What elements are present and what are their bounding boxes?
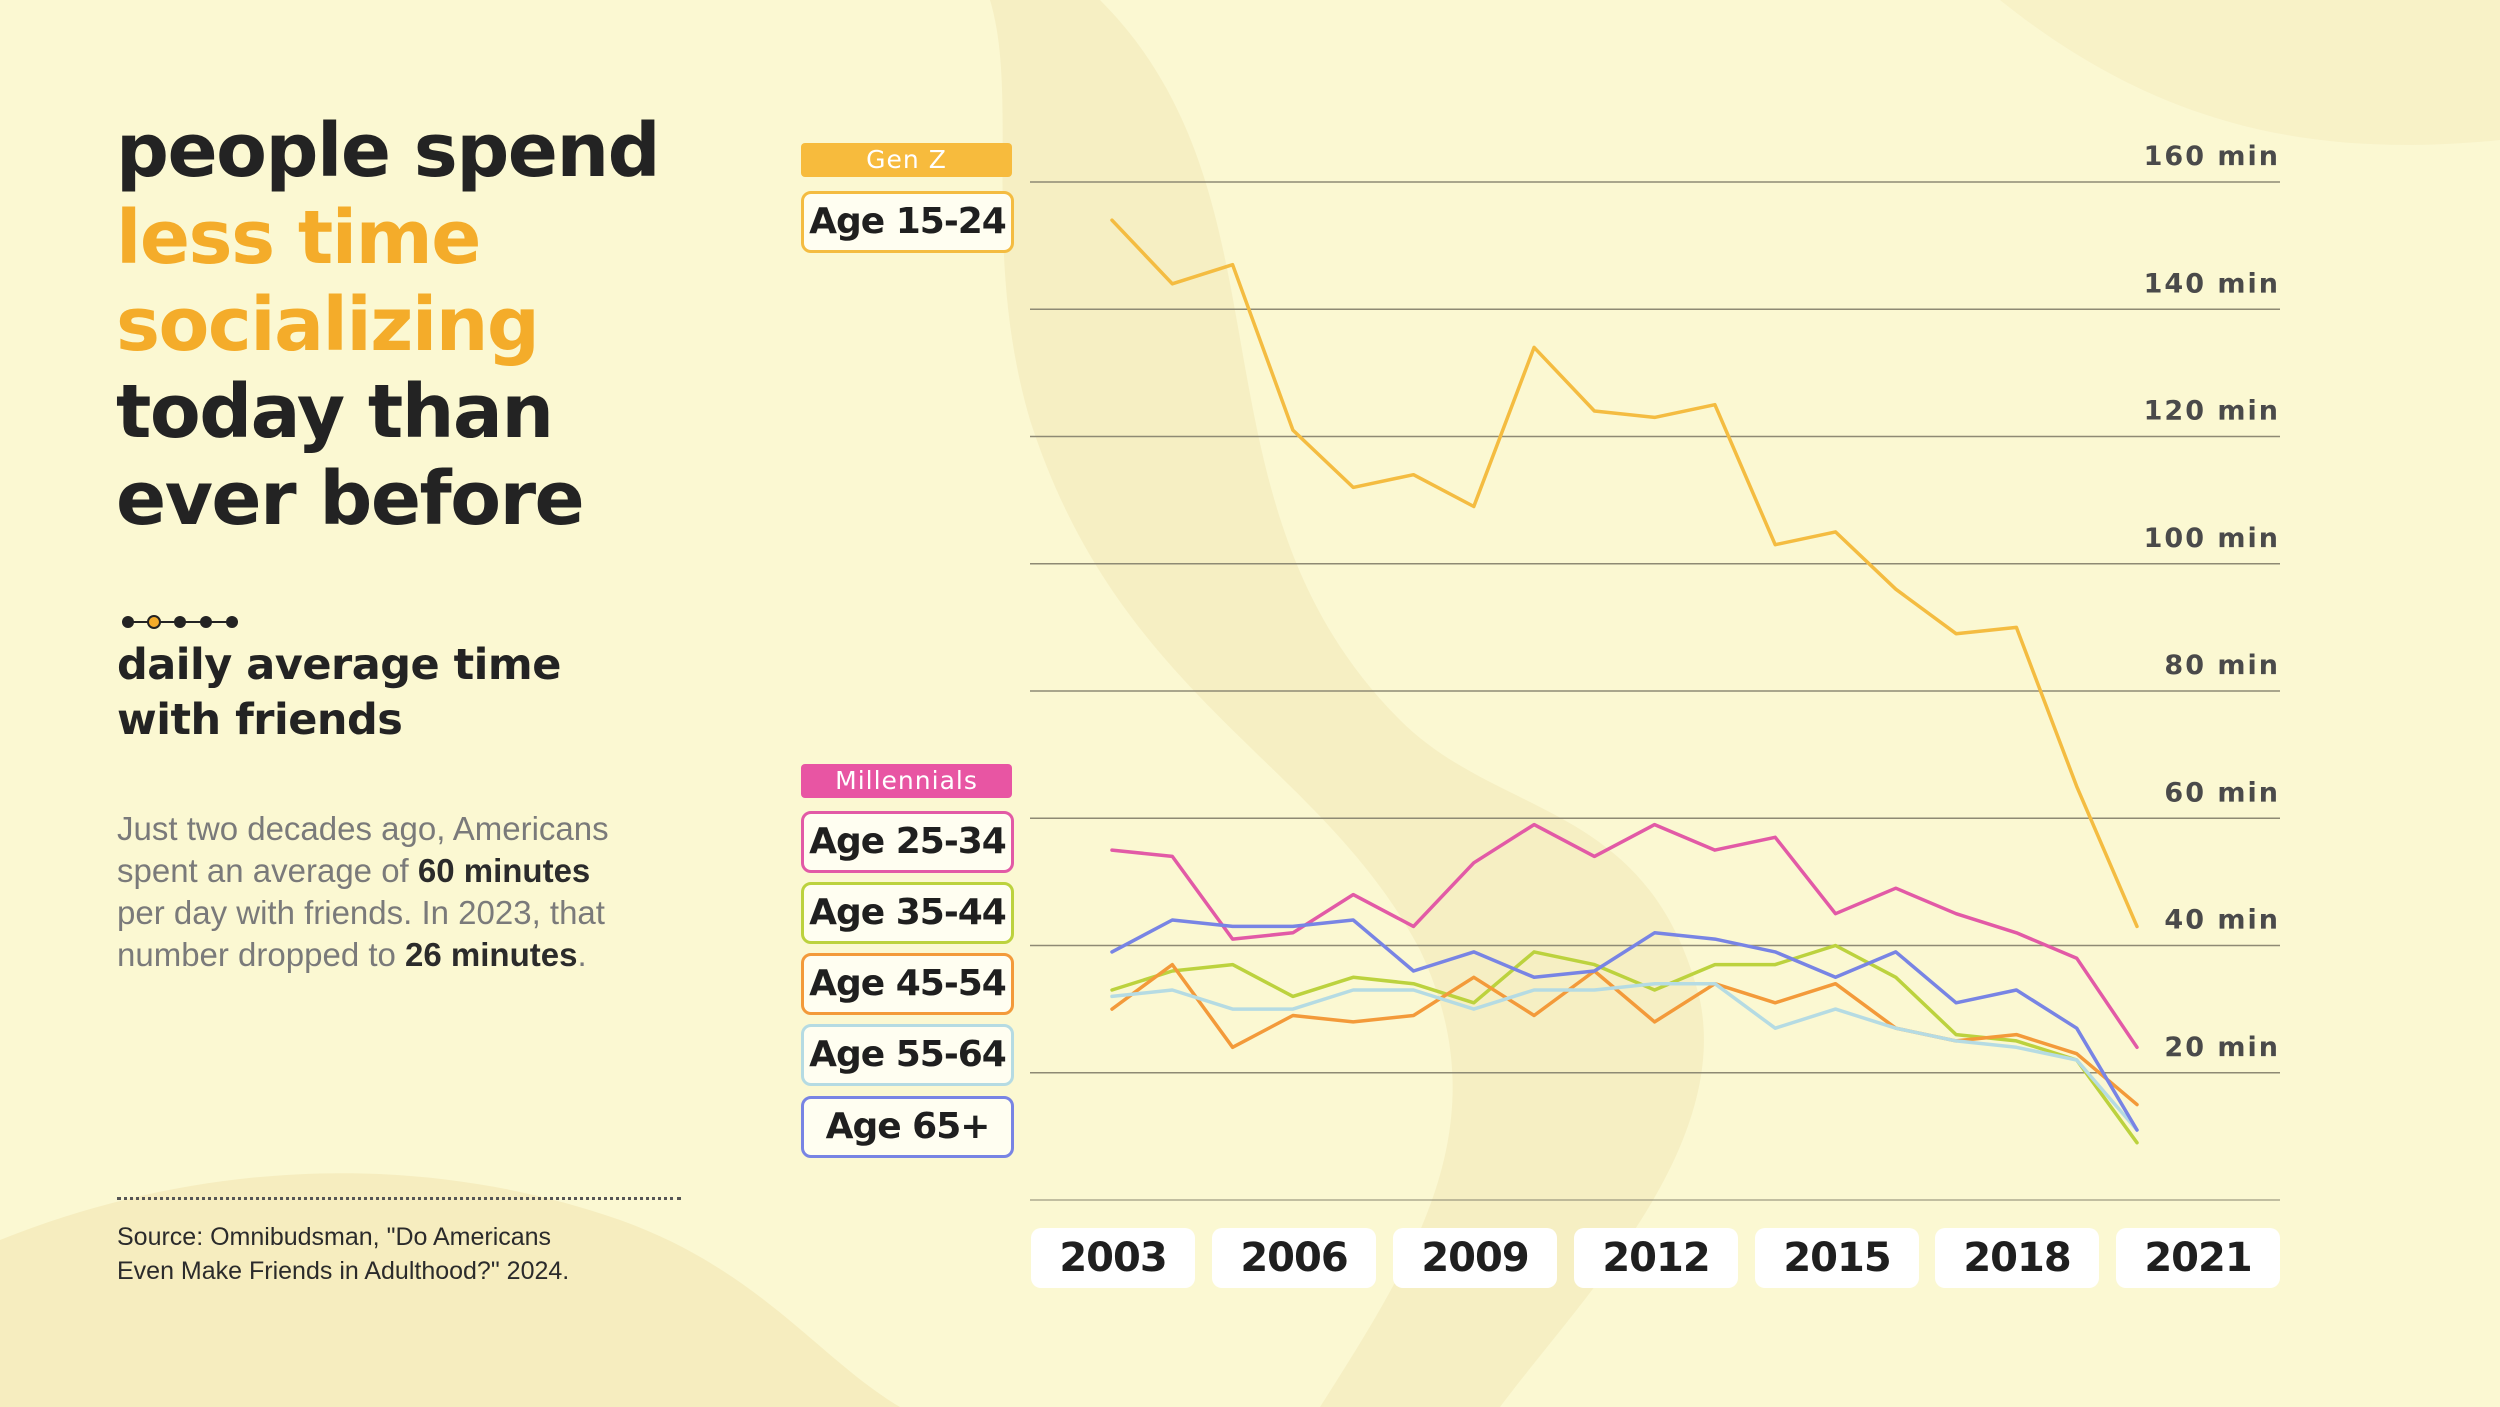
dots-divider-icon (122, 615, 238, 629)
x-tick-2021: 2021 (2116, 1228, 2280, 1288)
desc-line-3: per day with friends. In 2023, that (117, 894, 605, 931)
y-tick-label-140: 140 min (2144, 268, 2280, 299)
legend-header-millennials: Millennials (801, 764, 1012, 798)
series-line-age-35-44 (1110, 943, 2139, 1145)
desc-line-2-text: spent an average of (117, 852, 418, 889)
desc-line-4-end: . (577, 936, 587, 973)
y-axis-ticks: 20 min 40 min 60 min 80 min 100 min 120 min 14… (2144, 141, 2280, 1063)
x-tick-2012: 2012 (1574, 1228, 1738, 1288)
legend-age-45-54: Age 45-54 (801, 953, 1014, 1015)
source-line-1: Source: Omnibudsman, "Do Americans (117, 1223, 552, 1251)
x-tick-2015: 2015 (1755, 1228, 1919, 1288)
legend-age-55-64: Age 55-64 (801, 1024, 1014, 1086)
source-line-2: Even Make Friends in Adulthood?" 2024. (117, 1257, 570, 1285)
desc-highlight-60: 60 minutes (417, 852, 591, 889)
y-tick-label-80: 80 min (2164, 650, 2280, 681)
legend-age-35-44: Age 35-44 (801, 882, 1014, 944)
legend-age-65-plus: Age 65+ (801, 1096, 1014, 1158)
headline: people spend less time socializing today… (116, 108, 736, 543)
subtitle-line-2: with friends (117, 695, 403, 745)
chart-subtitle: daily average time with friends (117, 638, 637, 748)
series-line-age-45-54 (1110, 962, 2139, 1107)
desc-line-4-text: number dropped to (117, 936, 406, 973)
y-tick-label-60: 60 min (2164, 777, 2280, 808)
headline-line-5: ever before (116, 456, 585, 542)
x-tick-2009: 2009 (1393, 1228, 1557, 1288)
subtitle-line-1: daily average time (117, 640, 561, 690)
desc-line-2: spent an average of 60 minutes (117, 850, 707, 892)
desc-line-4: number dropped to 26 minutes. (117, 934, 707, 976)
legend-header-gen-z: Gen Z (801, 143, 1012, 177)
y-tick-label-120: 120 min (2144, 396, 2280, 427)
series-line-age-25-34 (1110, 822, 2139, 1050)
desc-highlight-26: 26 minutes (405, 936, 578, 973)
headline-line-2: less time (116, 195, 481, 281)
series-lines (1110, 218, 2139, 1145)
headline-line-1: people spend (116, 108, 661, 194)
headline-line-3: socializing (116, 282, 540, 368)
desc-line-1: Just two decades ago, Americans (117, 810, 609, 847)
x-tick-2003: 2003 (1031, 1228, 1195, 1288)
source-divider (117, 1197, 681, 1200)
description: Just two decades ago, Americans spent an… (117, 808, 707, 976)
x-tick-2006: 2006 (1212, 1228, 1376, 1288)
grid-lines (1030, 181, 2280, 1201)
x-tick-2018: 2018 (1935, 1228, 2099, 1288)
series-line-age-15-24 (1110, 218, 2139, 929)
series-line-age-55-64 (1110, 981, 2139, 1132)
series-line-age-65- (1110, 918, 2139, 1132)
legend-age-15-24: Age 15-24 (801, 191, 1014, 253)
y-tick-label-100: 100 min (2144, 523, 2280, 554)
y-tick-label-40: 40 min (2164, 905, 2280, 936)
legend-age-25-34: Age 25-34 (801, 811, 1014, 873)
headline-line-4: today than (116, 369, 554, 455)
source-note: Source: Omnibudsman, "Do Americans Even … (117, 1220, 717, 1288)
y-tick-label-20: 20 min (2164, 1032, 2280, 1063)
y-tick-label-160: 160 min (2144, 141, 2280, 172)
